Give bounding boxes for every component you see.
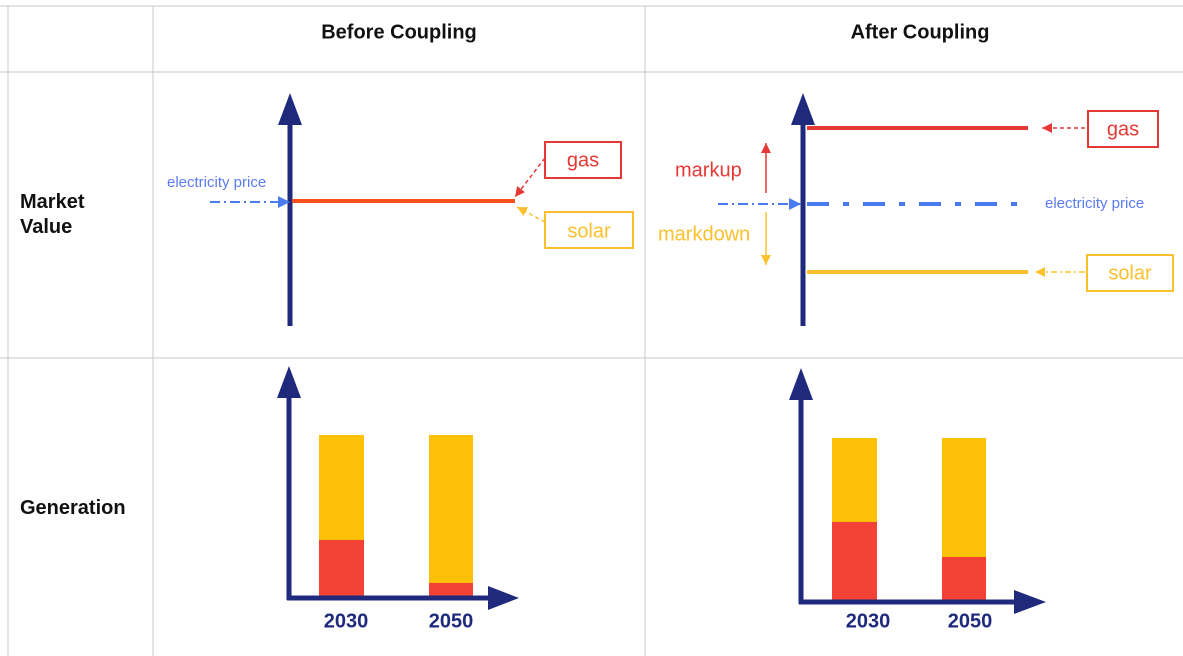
label: gas	[1107, 118, 1139, 140]
label: markup	[675, 159, 742, 181]
solar-box	[1086, 254, 1174, 292]
axis-arrow	[278, 93, 302, 125]
label: gas	[567, 149, 599, 171]
gas-box	[544, 141, 622, 179]
row-label: Generation	[20, 497, 126, 519]
axis-arrow	[789, 368, 813, 400]
axis-arrow	[1014, 590, 1046, 614]
year-label: 2030	[846, 610, 891, 632]
pointer	[514, 157, 546, 198]
gas-box	[1087, 110, 1159, 148]
gas-bar	[319, 540, 364, 598]
gas-bar	[429, 583, 473, 598]
table-grid	[0, 5, 1183, 656]
label: solar	[567, 220, 611, 242]
solar-bar	[429, 435, 473, 583]
axis-arrow	[277, 366, 301, 398]
column-header: After Coupling	[851, 21, 990, 43]
row-label: Market Value	[20, 191, 85, 238]
gas-bar	[832, 522, 877, 602]
label: electricity price	[167, 174, 266, 191]
axis-arrow	[488, 586, 519, 610]
solar-bar	[832, 438, 877, 522]
year-label: 2050	[948, 610, 993, 632]
column-header: Before Coupling	[321, 21, 477, 43]
axis-arrow	[791, 93, 815, 125]
label: markdown	[658, 223, 750, 245]
year-label: 2030	[324, 610, 369, 632]
year-label: 2050	[429, 610, 474, 632]
label: solar	[1108, 262, 1152, 284]
gas-bar	[942, 557, 986, 602]
pointer	[516, 206, 546, 223]
label: electricity price	[1045, 195, 1144, 212]
solar-box	[544, 211, 634, 249]
solar-bar	[319, 435, 364, 540]
solar-bar	[942, 438, 986, 557]
